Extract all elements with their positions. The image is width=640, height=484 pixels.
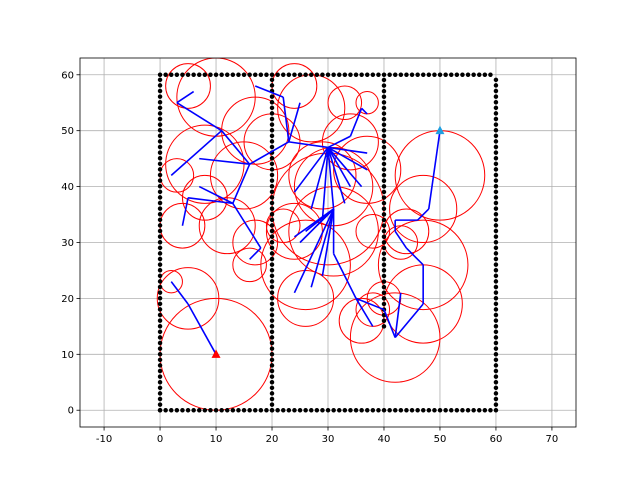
tree-edge [310, 208, 335, 288]
tree-edge [327, 146, 368, 171]
obstacle-circle [260, 219, 351, 311]
y-tick-label: 60 [61, 70, 74, 81]
tree-edge [254, 85, 284, 98]
obstacle-circle [389, 174, 458, 243]
tree-edge [327, 147, 352, 187]
tree-edge [249, 247, 262, 260]
x-tick-label: 10 [210, 434, 223, 445]
x-tick-label: 40 [378, 434, 391, 445]
ticks: -10 0 10 20 30 40 50 60 70 0 10 20 30 40 50 60 [61, 70, 558, 445]
obstacle-circle [156, 267, 220, 330]
tree-edge [187, 303, 217, 355]
tree-edge [316, 208, 335, 227]
tree-edge [176, 102, 223, 132]
obstacle-circle [333, 135, 402, 204]
obstacle-circle [327, 85, 363, 120]
obstacle-circle [165, 63, 211, 109]
tree-edge [394, 230, 408, 249]
tree-edge [417, 208, 430, 221]
x-tick-label: 20 [266, 434, 279, 445]
obstacle-circle [198, 197, 256, 255]
tree-edge [199, 157, 250, 166]
tree-edge [321, 147, 329, 221]
obstacle-circle [377, 219, 469, 311]
tree-edge [170, 281, 189, 305]
tree-edge [293, 208, 335, 294]
x-tick-label: 70 [546, 434, 559, 445]
tree-edge [355, 297, 374, 327]
tree-edge [176, 90, 195, 104]
obstacle-circle [232, 247, 267, 283]
tree-edge [383, 309, 396, 338]
tree-edge [394, 292, 402, 338]
tree-edge [327, 135, 351, 149]
plot-area [156, 58, 499, 413]
tree-edge [232, 163, 251, 204]
tree-edge [327, 146, 368, 154]
tree-edge [170, 130, 223, 177]
y-tick-label: 0 [68, 406, 74, 417]
x-tick-label: 30 [322, 434, 335, 445]
tree-edge [321, 208, 335, 277]
tree-edge [288, 102, 301, 143]
obstacle-circle [355, 214, 391, 249]
goal-marker [435, 125, 445, 135]
tree-edge [249, 141, 290, 165]
y-tick-label: 20 [61, 294, 74, 305]
tree-edge [394, 303, 424, 339]
tree-edge [332, 253, 357, 299]
obstacle-circle [321, 113, 379, 171]
obstacle-circle [288, 186, 379, 277]
tree-edge [327, 146, 363, 188]
y-tick-label: 30 [61, 238, 74, 249]
start-marker [211, 349, 221, 358]
obstacle-circle [232, 219, 279, 266]
tree-edge [310, 147, 329, 210]
y-tick-label: 40 [61, 182, 74, 193]
x-tick-label: 0 [157, 434, 163, 445]
tree-edge [187, 196, 233, 205]
tree-edge [355, 297, 385, 311]
obstacle-circle [349, 292, 441, 383]
x-tick-label: -10 [96, 434, 112, 445]
tree-edge [327, 147, 335, 210]
tree-edge [282, 97, 290, 142]
x-tick-label: 50 [434, 434, 447, 445]
y-tick-label: 50 [61, 126, 74, 137]
tree-edge [349, 108, 363, 137]
tree-edge [361, 107, 368, 115]
y-tick-label: 10 [61, 350, 74, 361]
tree-edge [288, 141, 329, 149]
tree-edge [427, 130, 441, 210]
tree-edge [327, 147, 346, 204]
obstacle-circle [265, 208, 301, 244]
tree-edge [181, 197, 189, 226]
tree-edge [232, 202, 262, 249]
tree-edge [198, 185, 234, 205]
tree-edge [405, 247, 424, 266]
x-tick-label: 60 [490, 434, 503, 445]
tree-edge [221, 130, 251, 165]
tree-edge [293, 146, 329, 193]
